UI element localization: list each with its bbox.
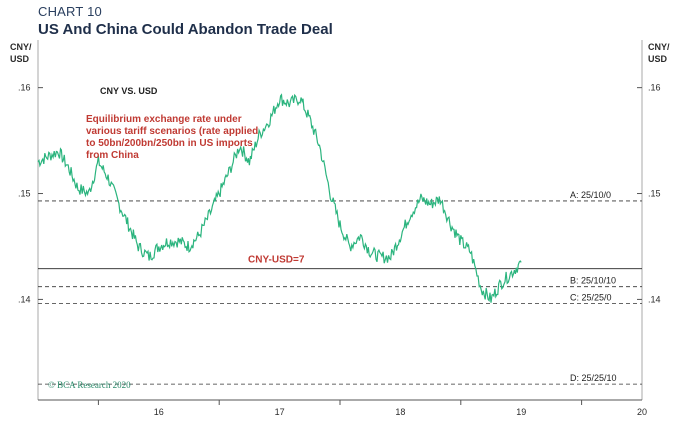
x-tick-label-1: 17 — [275, 407, 285, 417]
y-tick-label-left-0: .14 — [18, 294, 31, 304]
watermark: © BCA Research 2020 — [48, 380, 131, 390]
threshold-label: CNY-USD=7 — [248, 255, 305, 266]
chart-title: US And China Could Abandon Trade Deal — [38, 21, 333, 38]
x-tick-label-4: 20 — [637, 407, 647, 417]
reference-label-0: A: 25/10/0 — [570, 190, 611, 200]
y-tick-label-left-1: .15 — [18, 189, 31, 199]
chart-number: CHART 10 — [38, 4, 102, 19]
y-axis-ticks: .14 .14 .15 .15 .16 .16 — [18, 83, 661, 305]
reference-label-2: C: 25/25/0 — [570, 293, 612, 303]
series-label: CNY VS. USD — [100, 86, 158, 96]
x-axis-ticks: 16 17 18 19 20 — [97, 400, 647, 417]
unit-label-right-1: CNY/ — [648, 42, 670, 52]
annotation-line-3: to 50bn/200bn/250bn in US imports — [86, 138, 253, 149]
reference-label-1: B: 25/10/10 — [570, 276, 616, 286]
threshold-line-group: CNY-USD=7 — [38, 255, 642, 270]
x-tick-label-0: 16 — [154, 407, 164, 417]
annotation-line-4: from China — [86, 150, 139, 161]
series-line-0 — [37, 93, 522, 303]
unit-label-right-2: USD — [648, 54, 668, 64]
reference-label-3: D: 25/25/10 — [570, 373, 617, 383]
x-tick-label-2: 18 — [395, 407, 405, 417]
annotation-line-2: various tariff scenarios (rate applied — [86, 126, 258, 137]
reference-lines: A: 25/10/0 B: 25/10/10 C: 25/25/0 D: 25/25/… — [38, 190, 642, 385]
y-tick-label-right-2: .16 — [648, 83, 661, 93]
unit-label-left-2: USD — [10, 54, 30, 64]
y-tick-label-left-2: .16 — [18, 83, 31, 93]
y-tick-label-right-1: .15 — [648, 189, 661, 199]
annotation-line-1: Equilibrium exchange rate under — [86, 114, 242, 125]
x-tick-label-3: 19 — [516, 407, 526, 417]
series-group — [37, 93, 522, 303]
y-tick-label-right-0: .14 — [648, 294, 661, 304]
unit-label-left-1: CNY/ — [10, 42, 32, 52]
